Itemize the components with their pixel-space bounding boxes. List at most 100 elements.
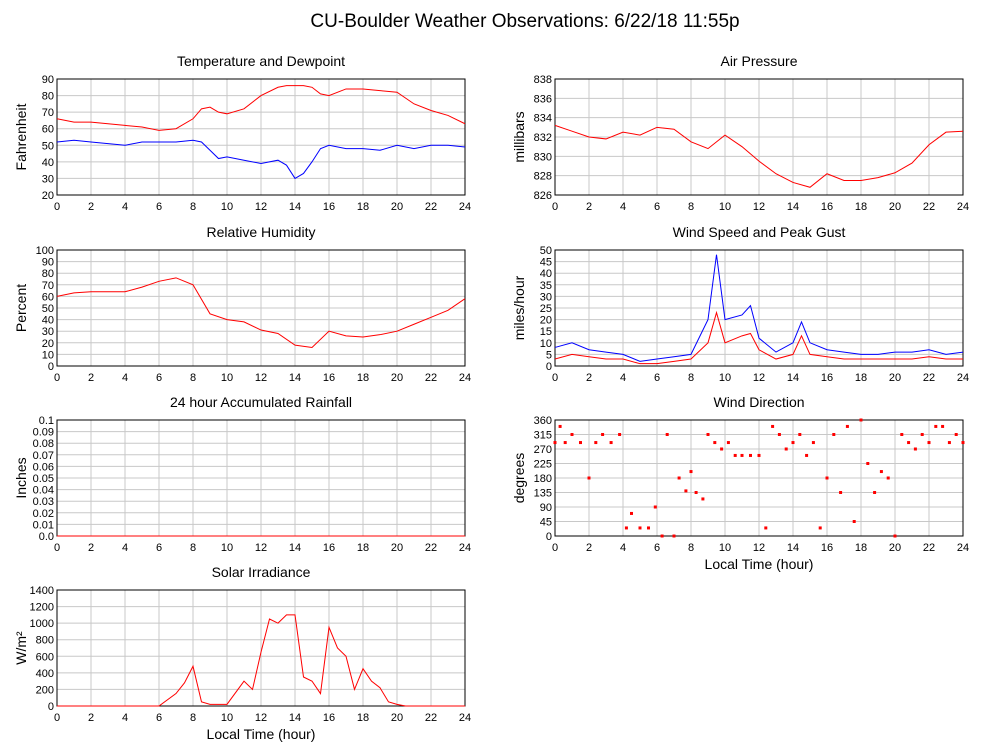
data-point — [845, 424, 849, 428]
y-tick-label: 25 — [540, 303, 552, 315]
data-point — [684, 489, 688, 493]
x-tick-label: 6 — [156, 372, 162, 384]
panel-title: Temperature and Dewpoint — [177, 53, 345, 69]
y-tick-label: 35 — [540, 280, 552, 292]
y-tick-label: 400 — [36, 668, 54, 680]
data-point — [720, 447, 724, 451]
data-point — [839, 491, 843, 494]
y-tick-label: 828 — [534, 171, 552, 183]
x-tick-label: 6 — [654, 372, 660, 384]
x-tick-label: 0 — [54, 201, 60, 213]
data-point — [941, 424, 945, 428]
x-tick-label: 20 — [889, 201, 901, 213]
data-point — [665, 433, 669, 436]
x-tick-label: 2 — [88, 712, 94, 724]
x-tick-label: 12 — [255, 372, 267, 384]
y-axis-label: Fahrenheit — [13, 103, 29, 170]
y-axis-label: degrees — [511, 453, 527, 504]
x-tick-label: 8 — [688, 372, 694, 384]
x-tick-label: 22 — [425, 712, 437, 724]
y-tick-label: 20 — [42, 190, 54, 202]
x-tick-label: 10 — [221, 372, 233, 384]
y-tick-label: 0 — [546, 531, 552, 543]
y-tick-label: 10 — [42, 349, 54, 361]
y-axis-label: millibars — [511, 111, 527, 162]
x-axis-label: Local Time (hour) — [207, 726, 316, 742]
x-tick-label: 20 — [889, 372, 901, 384]
x-tick-label: 2 — [586, 201, 592, 213]
data-point — [886, 476, 890, 480]
data-point — [638, 526, 642, 530]
y-tick-label: 45 — [540, 517, 552, 529]
y-tick-label: 0.09 — [33, 427, 54, 439]
y-axis-label: Inches — [13, 457, 29, 498]
data-point — [701, 497, 705, 501]
x-tick-label: 0 — [552, 201, 558, 213]
x-tick-label: 24 — [459, 712, 471, 724]
data-point — [672, 534, 676, 538]
x-tick-label: 2 — [586, 542, 592, 554]
x-tick-label: 4 — [122, 201, 128, 213]
data-point — [927, 441, 931, 445]
y-tick-label: 50 — [540, 245, 552, 257]
data-point — [749, 453, 752, 457]
x-tick-label: 16 — [821, 542, 833, 554]
data-point — [764, 526, 768, 530]
y-tick-label: 40 — [42, 157, 54, 169]
x-tick-label: 10 — [719, 372, 731, 384]
data-point — [913, 447, 917, 451]
y-axis-label: miles/hour — [511, 275, 527, 340]
y-axis-label: Percent — [13, 284, 29, 332]
data-line — [56, 85, 466, 131]
data-point — [618, 433, 622, 436]
x-tick-label: 12 — [255, 542, 267, 554]
data-point — [757, 453, 761, 457]
x-tick-label: 0 — [54, 372, 60, 384]
x-tick-label: 24 — [459, 201, 471, 213]
y-tick-label: 80 — [42, 91, 54, 103]
y-tick-label: 0.0 — [39, 531, 54, 543]
x-tick-label: 12 — [753, 372, 765, 384]
x-tick-label: 6 — [156, 542, 162, 554]
y-tick-label: 50 — [42, 303, 54, 315]
x-tick-label: 18 — [357, 712, 369, 724]
x-tick-label: 16 — [323, 542, 335, 554]
x-tick-label: 0 — [54, 542, 60, 554]
data-point — [579, 441, 582, 445]
data-point — [653, 505, 657, 509]
x-tick-label: 22 — [425, 201, 437, 213]
y-tick-label: 270 — [534, 444, 552, 456]
x-tick-label: 20 — [889, 542, 901, 554]
data-point — [624, 526, 628, 530]
panel-title: 24 hour Accumulated Rainfall — [170, 394, 352, 410]
y-tick-label: 0.05 — [33, 473, 54, 485]
y-tick-label: 0 — [48, 361, 54, 373]
x-tick-label: 0 — [552, 542, 558, 554]
x-tick-label: 12 — [753, 201, 765, 213]
x-tick-label: 14 — [289, 712, 301, 724]
y-tick-label: 0.06 — [33, 461, 54, 473]
y-tick-label: 30 — [42, 326, 54, 338]
x-tick-label: 20 — [391, 372, 403, 384]
x-tick-label: 6 — [654, 201, 660, 213]
data-point — [771, 424, 775, 428]
data-point — [825, 476, 829, 480]
y-tick-label: 100 — [36, 245, 54, 257]
x-axis-label: Local Time (hour) — [705, 556, 814, 572]
data-line — [56, 139, 466, 180]
x-tick-label: 24 — [957, 542, 969, 554]
x-tick-label: 16 — [323, 201, 335, 213]
data-point — [594, 441, 598, 445]
y-tick-label: 0.04 — [33, 485, 54, 497]
y-tick-label: 360 — [534, 415, 552, 427]
plot-frame — [554, 249, 964, 367]
x-tick-label: 8 — [190, 542, 196, 554]
panel-title: Wind Direction — [713, 394, 804, 410]
y-tick-label: 200 — [36, 684, 54, 696]
data-point — [601, 433, 605, 436]
x-tick-label: 16 — [323, 372, 335, 384]
x-tick-label: 14 — [289, 372, 301, 384]
y-tick-label: 180 — [534, 473, 552, 485]
x-tick-label: 16 — [323, 712, 335, 724]
